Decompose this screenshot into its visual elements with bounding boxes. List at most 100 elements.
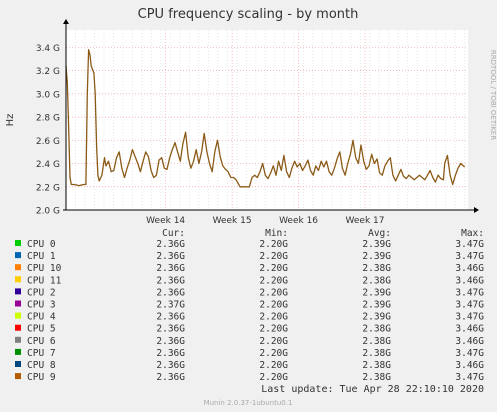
legend-series-name: CPU 10	[27, 263, 62, 274]
legend: Cur: Min: Avg: Max: CPU 0 2.36G 2.20G 2.39G 3.47…	[15, 228, 484, 383]
plot-area	[66, 30, 468, 210]
y-tick-labels: 2.0 G 2.2 G 2.4 G 2.6 G 2.8 G 3.0 G 3.2 G 3.4 G	[36, 44, 60, 217]
legend-series-name: CPU 11	[27, 275, 62, 286]
legend-value: 3.47G	[455, 251, 484, 262]
legend-value: 2.36G	[156, 287, 185, 298]
legend-value: 2.20G	[259, 336, 288, 347]
legend-value: 2.20G	[259, 287, 288, 298]
legend-value: 2.20G	[259, 348, 288, 359]
legend-value: 2.20G	[259, 372, 288, 383]
legend-value: 2.20G	[259, 360, 288, 371]
legend-value: 3.46G	[455, 263, 484, 274]
y-axis-label: Hz	[5, 114, 16, 127]
legend-series-name: CPU 0	[27, 239, 56, 250]
legend-value: 2.36G	[156, 324, 185, 335]
legend-swatch	[15, 240, 21, 246]
legend-swatch	[15, 348, 21, 355]
legend-value: 2.39G	[362, 251, 391, 262]
x-tick-label: Week 16	[279, 216, 318, 226]
legend-value: 2.36G	[156, 263, 185, 274]
y-axis-arrow	[63, 19, 69, 24]
legend-swatch	[15, 276, 21, 283]
last-update: Last update: Tue Apr 28 22:10:10 2020	[261, 384, 484, 395]
legend-value: 2.39G	[362, 287, 391, 298]
legend-value: 2.38G	[362, 324, 391, 335]
legend-value: 2.20G	[259, 300, 288, 311]
legend-series-name: CPU 7	[27, 348, 56, 359]
legend-value: 2.36G	[156, 251, 185, 262]
x-tick-labels: Week 14 Week 15 Week 16 Week 17	[146, 216, 384, 226]
legend-value: 2.39G	[362, 239, 391, 250]
y-tick-label: 2.0 G	[36, 207, 60, 217]
legend-swatch	[15, 373, 21, 380]
y-tick-label: 3.4 G	[36, 44, 60, 54]
legend-value: 2.38G	[362, 360, 391, 371]
legend-swatch	[15, 300, 21, 307]
x-tick-label: Week 14	[146, 216, 185, 226]
legend-value: 2.20G	[259, 324, 288, 335]
legend-value: 3.47G	[455, 239, 484, 250]
legend-value: 2.38G	[362, 348, 391, 359]
y-tick-label: 3.0 G	[36, 90, 60, 100]
legend-value: 2.38G	[362, 275, 391, 286]
legend-swatch	[15, 361, 21, 367]
legend-series-name: CPU 3	[27, 300, 56, 311]
legend-value: 3.47G	[455, 287, 484, 298]
legend-value: 2.36G	[156, 372, 185, 383]
series-lines	[65, 49, 466, 188]
legend-value: 3.47G	[455, 312, 484, 323]
y-tick-label: 2.4 G	[36, 160, 60, 170]
legend-value: 3.46G	[455, 324, 484, 335]
legend-value: 3.46G	[455, 336, 484, 347]
legend-swatch	[15, 312, 21, 319]
legend-swatch	[15, 264, 21, 271]
legend-value: 3.46G	[455, 360, 484, 371]
munin-version-footer: Munin 2.0.37-1ubuntu0.1	[204, 399, 293, 407]
legend-series-name: CPU 1	[27, 251, 56, 262]
legend-header: Min:	[265, 228, 288, 239]
legend-value: 3.47G	[455, 372, 484, 383]
legend-series-name: CPU 5	[27, 324, 56, 335]
legend-value: 2.36G	[156, 348, 185, 359]
legend-value: 2.38G	[362, 336, 391, 347]
x-axis-arrow	[474, 207, 479, 213]
legend-value: 2.37G	[156, 300, 185, 311]
legend-series-name: CPU 9	[27, 372, 56, 383]
legend-value: 2.20G	[259, 239, 288, 250]
legend-value: 2.36G	[156, 336, 185, 347]
legend-swatch	[15, 336, 21, 343]
legend-value: 3.47G	[455, 300, 484, 311]
legend-value: 2.36G	[156, 360, 185, 371]
legend-value: 2.39G	[362, 300, 391, 311]
x-tick-label: Week 15	[213, 216, 252, 226]
legend-value: 2.36G	[156, 312, 185, 323]
x-tick-label: Week 17	[346, 216, 385, 226]
legend-value: 2.20G	[259, 312, 288, 323]
rrdtool-side-label: RRDTOOL / TOBI OETIKER	[489, 50, 497, 140]
y-tick-label: 2.6 G	[36, 137, 60, 147]
legend-value: 2.20G	[259, 275, 288, 286]
legend-value: 2.20G	[259, 251, 288, 262]
legend-header: Cur:	[162, 228, 185, 239]
legend-value: 2.38G	[362, 263, 391, 274]
legend-value: 3.46G	[455, 275, 484, 286]
chart-title: CPU frequency scaling - by month	[138, 7, 359, 22]
axes	[63, 19, 479, 213]
legend-value: 2.36G	[156, 239, 185, 250]
legend-swatch	[15, 324, 21, 331]
legend-value: 3.47G	[455, 348, 484, 359]
y-tick-label: 2.8 G	[36, 114, 60, 124]
legend-value: 2.39G	[362, 312, 391, 323]
legend-value: 2.20G	[259, 263, 288, 274]
legend-value: 2.36G	[156, 275, 185, 286]
legend-series-name: CPU 8	[27, 360, 56, 371]
y-tick-label: 2.2 G	[36, 183, 60, 193]
legend-series-name: CPU 6	[27, 336, 56, 347]
legend-series-name: CPU 2	[27, 287, 56, 298]
grid-lines	[66, 30, 468, 211]
legend-header: Max:	[461, 228, 484, 239]
legend-series-name: CPU 4	[27, 312, 56, 323]
legend-swatch	[15, 288, 21, 295]
legend-header: Avg:	[368, 228, 391, 239]
